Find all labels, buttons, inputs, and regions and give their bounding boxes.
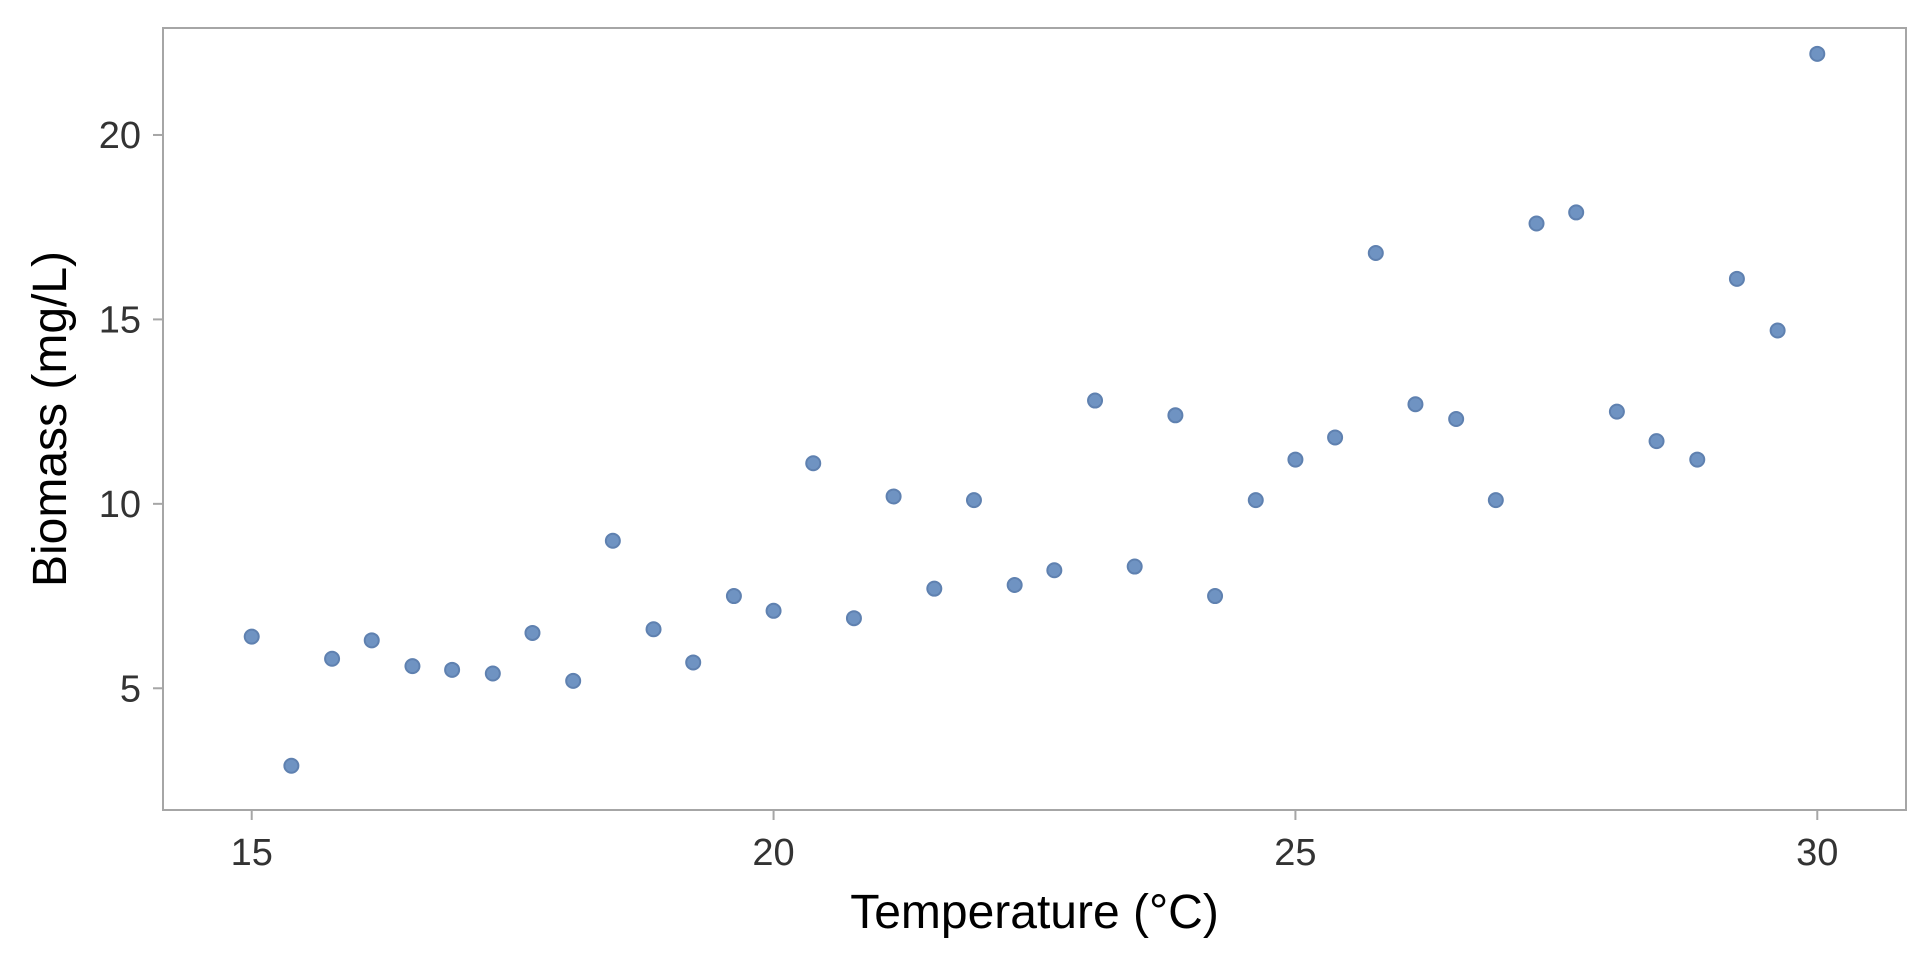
data-point bbox=[1809, 45, 1826, 62]
data-point bbox=[1287, 451, 1304, 468]
y-tick-label: 5 bbox=[120, 668, 141, 710]
data-point bbox=[1367, 245, 1384, 262]
data-point bbox=[1608, 403, 1625, 420]
data-point bbox=[1568, 204, 1585, 221]
data-point bbox=[1528, 215, 1545, 232]
data-point bbox=[1087, 392, 1104, 409]
data-point bbox=[565, 672, 582, 689]
data-point bbox=[604, 532, 621, 549]
data-point bbox=[926, 580, 943, 597]
data-point bbox=[765, 602, 782, 619]
data-point bbox=[845, 610, 862, 627]
data-point bbox=[1648, 433, 1665, 450]
data-point bbox=[1327, 429, 1344, 446]
y-tick-label: 10 bbox=[99, 484, 141, 526]
data-point bbox=[1407, 396, 1424, 413]
x-axis-title: Temperature (°C) bbox=[850, 886, 1219, 939]
data-point bbox=[1207, 588, 1224, 605]
data-points bbox=[243, 45, 1826, 774]
data-point bbox=[725, 588, 742, 605]
data-point bbox=[1448, 411, 1465, 427]
y-axis-ticks: 5 10 15 20 bbox=[99, 115, 163, 710]
data-point bbox=[444, 661, 461, 678]
data-point bbox=[1046, 562, 1063, 579]
data-point bbox=[1728, 270, 1745, 287]
x-tick-label: 20 bbox=[752, 832, 794, 874]
data-point bbox=[965, 492, 982, 509]
data-point bbox=[685, 654, 702, 671]
data-point bbox=[1769, 322, 1786, 339]
data-point bbox=[484, 665, 501, 682]
data-point bbox=[1126, 558, 1143, 575]
data-point bbox=[1247, 492, 1264, 509]
data-point bbox=[243, 628, 260, 645]
data-point bbox=[324, 650, 341, 667]
data-point bbox=[283, 757, 300, 774]
y-tick-label: 15 bbox=[99, 299, 141, 341]
x-tick-label: 15 bbox=[231, 832, 273, 874]
y-tick-label: 20 bbox=[99, 115, 141, 157]
y-axis-title: Biomass (mg/L) bbox=[24, 251, 77, 587]
data-point bbox=[1487, 492, 1504, 509]
data-point bbox=[885, 488, 902, 505]
plot-area-frame bbox=[162, 27, 1907, 811]
data-point bbox=[1167, 407, 1184, 424]
data-point bbox=[645, 621, 662, 638]
data-point bbox=[404, 658, 421, 675]
x-tick-label: 25 bbox=[1274, 832, 1316, 874]
data-point bbox=[805, 455, 822, 472]
data-point bbox=[1006, 576, 1023, 593]
x-axis-ticks: 15 20 25 30 bbox=[231, 810, 1838, 874]
data-point bbox=[1689, 451, 1706, 468]
data-point bbox=[524, 624, 541, 641]
data-point bbox=[363, 632, 380, 649]
x-tick-label: 30 bbox=[1796, 832, 1838, 874]
